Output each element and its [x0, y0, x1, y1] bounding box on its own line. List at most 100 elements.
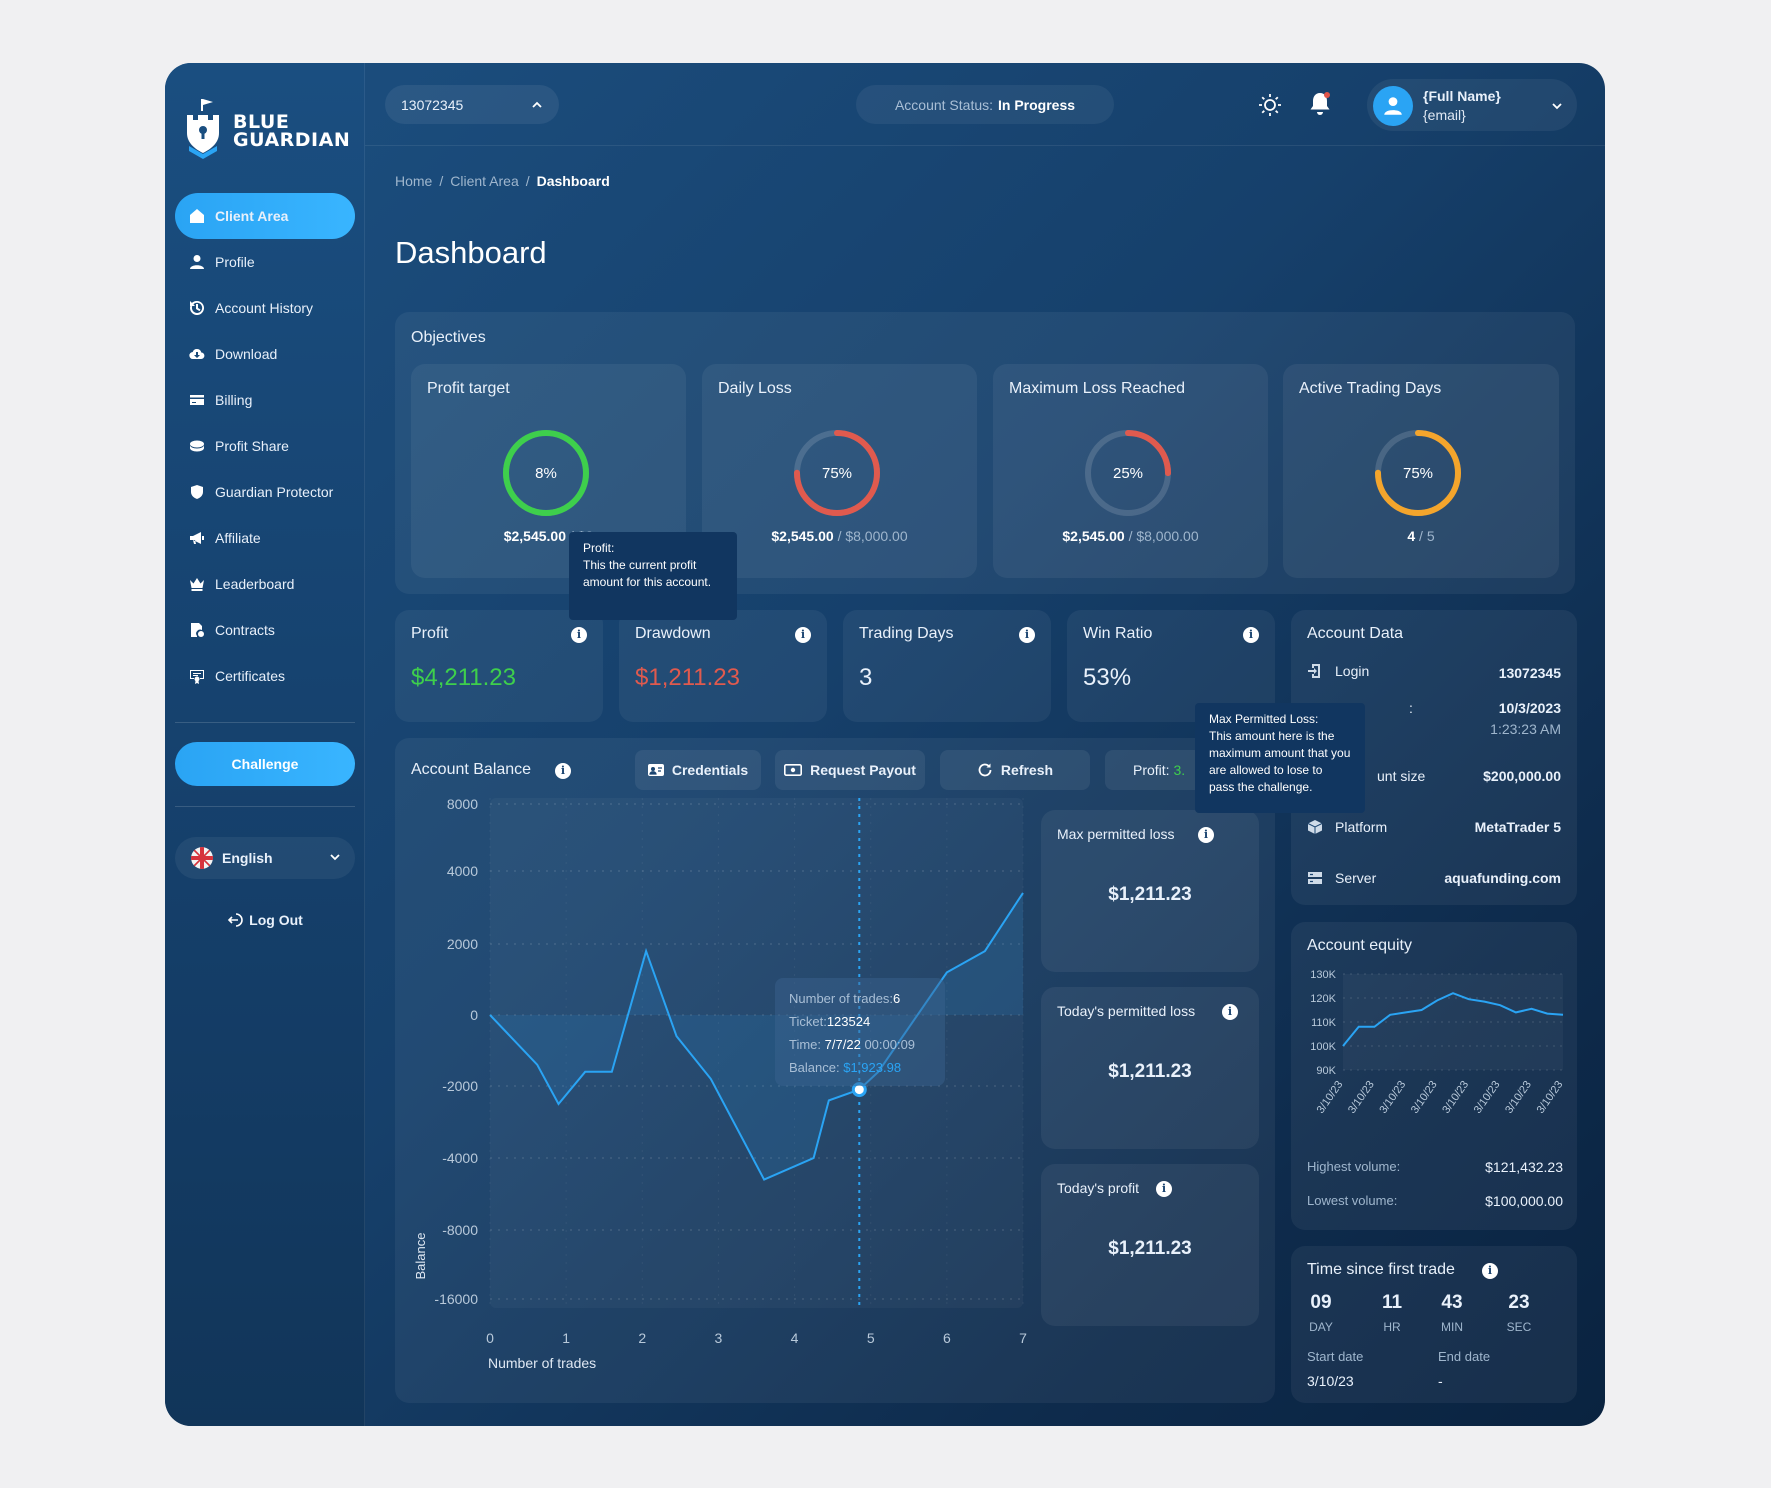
account-status: Account Status: In Progress [856, 85, 1114, 124]
objective-current: $2,545.00 [771, 528, 834, 544]
stat-value: 3 [859, 664, 873, 691]
brand-logo[interactable]: BLUE GUARDIAN [183, 97, 353, 165]
profit-pill-value: 3. [1173, 762, 1186, 778]
stat-title: Drawdown [635, 625, 711, 642]
user-name: {Full Name} [1423, 88, 1501, 104]
sidebar-divider [175, 806, 355, 807]
balance-series-line [489, 892, 1024, 1181]
timer-days-label: DAY [1309, 1320, 1333, 1334]
equity-y-tick-label: 130K [1310, 969, 1336, 981]
timer-seconds: 23 [1508, 1292, 1530, 1313]
sidebar-item-label: Certificates [215, 668, 286, 684]
sidebar-item-download[interactable]: Download [175, 331, 355, 377]
language-selector[interactable]: English [175, 837, 355, 879]
breadcrumb-home[interactable]: Home [395, 173, 433, 189]
sidebar: BLUE GUARDIAN Client Area Profile Accoun… [165, 63, 365, 1426]
progress-ring-fill [1375, 430, 1461, 516]
logout-icon [228, 913, 243, 927]
progress-ring-fill [794, 430, 880, 516]
avatar [1373, 86, 1413, 126]
objective-value: $2,545.00 / $8,000.00 [702, 528, 977, 544]
account-size-value: $200,000.00 [1483, 768, 1561, 784]
account-selector[interactable]: 13072345 [385, 85, 559, 124]
hover-ticket-label: Ticket: [789, 1014, 827, 1029]
sidebar-item-affiliate[interactable]: Affiliate [175, 515, 355, 561]
request-payout-button[interactable]: Request Payout [775, 750, 925, 790]
user-icon [190, 255, 204, 269]
top-header: 13072345 Account Status: In Progress {Fu… [365, 63, 1605, 146]
megaphone-icon [190, 532, 204, 544]
hover-trades-value: 6 [893, 991, 901, 1006]
x-tick-label: 4 [791, 1330, 799, 1346]
y-tick-label: 8000 [447, 798, 478, 812]
credentials-button[interactable]: Credentials [635, 750, 761, 790]
account-data-size: unt size $200,000.00 [1307, 768, 1561, 788]
info-icon[interactable]: i [1198, 827, 1214, 843]
bell-notification-icon[interactable] [1308, 91, 1332, 117]
info-icon[interactable]: i [1019, 627, 1035, 643]
x-tick-label: 1 [562, 1330, 570, 1346]
sidebar-item-profile[interactable]: Profile [175, 239, 355, 285]
y-tick-label: -4000 [442, 1150, 478, 1166]
account-balance-chart[interactable]: 8000 4000 2000 0 -2000 -4000 -8000 -16000 0 1 2 3 4 5… [395, 798, 1035, 1368]
hover-time-date: 7/7/22 [824, 1037, 861, 1052]
progress-ring: 25% [1085, 430, 1171, 516]
logout-button[interactable]: Log Out [175, 905, 355, 935]
y-axis-label: Balance [413, 1233, 428, 1280]
sun-theme-icon[interactable] [1258, 93, 1282, 117]
sidebar-item-billing[interactable]: Billing [175, 377, 355, 423]
account-data-title: Account Data [1307, 625, 1404, 642]
x-tick-label: 6 [943, 1330, 951, 1346]
progress-ring-percent: 75% [1403, 465, 1433, 482]
info-icon[interactable]: i [555, 763, 571, 779]
info-icon[interactable]: i [1222, 1004, 1238, 1020]
equity-y-tick-label: 110K [1311, 1017, 1337, 1029]
objective-card-maximum-loss: Maximum Loss Reached 25% $2,545.00 / $8,… [993, 364, 1268, 578]
equity-x-tick-label: 3/10/23 [1503, 1079, 1534, 1116]
server-value: aquafunding.com [1444, 870, 1561, 886]
start-time-value: 1:23:23 AM [1490, 721, 1561, 737]
sidebar-item-guardian-protector[interactable]: Guardian Protector [175, 469, 355, 515]
sidebar-item-contracts[interactable]: Contracts [175, 607, 355, 653]
account-status-label: Account Status: [894, 96, 994, 113]
user-menu[interactable]: {Full Name} {email} [1367, 79, 1577, 131]
money-icon [784, 764, 803, 776]
highest-volume-value: $121,432.23 [1485, 1159, 1563, 1175]
timer-days: 09 [1310, 1292, 1332, 1313]
info-icon[interactable]: i [1482, 1263, 1498, 1279]
breadcrumb-client-area[interactable]: Client Area [450, 173, 519, 189]
sidebar-item-profit-share[interactable]: Profit Share [175, 423, 355, 469]
start-date-value: 10/3/2023 [1498, 700, 1561, 716]
hover-ticket-value: 123524 [826, 1014, 871, 1029]
chevron-down-icon [1552, 103, 1562, 110]
info-icon[interactable]: i [571, 627, 587, 643]
progress-ring-percent: 25% [1113, 465, 1143, 482]
sidebar-item-leaderboard[interactable]: Leaderboard [175, 561, 355, 607]
castle-logo-icon [187, 99, 219, 159]
equity-x-tick-label: 3/10/23 [1377, 1079, 1408, 1116]
chevron-up-icon [532, 101, 542, 108]
shield-icon [191, 485, 203, 499]
end-date-value: - [1438, 1373, 1443, 1389]
challenge-button[interactable]: Challenge [175, 742, 355, 786]
sidebar-item-account-history[interactable]: Account History [175, 285, 355, 331]
sidebar-item-certificates[interactable]: Certificates [175, 653, 355, 699]
objective-current: 4 [1407, 528, 1416, 544]
timer-hours: 11 [1381, 1292, 1403, 1313]
y-tick-label: -2000 [442, 1078, 478, 1094]
sidebar-item-client-area[interactable]: Client Area [175, 193, 355, 239]
objective-title: Profit target [427, 380, 510, 397]
uk-flag-icon [191, 847, 213, 869]
info-icon[interactable]: i [795, 627, 811, 643]
profit-pill: Profit: 3. [1105, 750, 1205, 790]
objective-current: $2,545.00 [1062, 528, 1125, 544]
info-icon[interactable]: i [1243, 627, 1259, 643]
info-icon[interactable]: i [1156, 1181, 1172, 1197]
platform-value: MetaTrader 5 [1474, 819, 1561, 835]
metric-card-todays-profit: Today's profit i $1,211.23 [1041, 1164, 1259, 1326]
equity-series-line [1342, 992, 1564, 1047]
breadcrumb: Home / Client Area / Dashboard [395, 173, 610, 189]
refresh-button[interactable]: Refresh [940, 750, 1090, 790]
metric-title: Max permitted loss [1057, 826, 1175, 842]
